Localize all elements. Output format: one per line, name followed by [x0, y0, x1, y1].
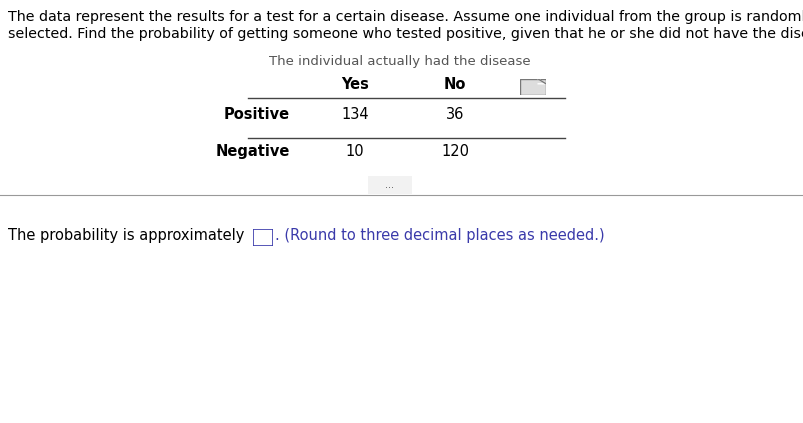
- FancyBboxPatch shape: [520, 79, 545, 95]
- Text: 120: 120: [441, 144, 468, 159]
- Text: Yes: Yes: [340, 77, 369, 92]
- Text: Positive: Positive: [223, 107, 290, 122]
- FancyBboxPatch shape: [253, 229, 273, 246]
- Text: 10: 10: [345, 144, 364, 159]
- Text: . (Round to three decimal places as needed.): . (Round to three decimal places as need…: [275, 228, 604, 243]
- FancyBboxPatch shape: [365, 175, 414, 195]
- Text: selected. Find the probability of getting someone who tested positive, given tha: selected. Find the probability of gettin…: [8, 27, 803, 41]
- Text: The individual actually had the disease: The individual actually had the disease: [269, 55, 530, 68]
- Text: 134: 134: [340, 107, 369, 122]
- Text: ...: ...: [385, 180, 394, 190]
- Text: The probability is approximately: The probability is approximately: [8, 228, 244, 243]
- Text: The data represent the results for a test for a certain disease. Assume one indi: The data represent the results for a tes…: [8, 10, 803, 24]
- Text: No: No: [443, 77, 466, 92]
- Text: Negative: Negative: [215, 144, 290, 159]
- Text: 36: 36: [445, 107, 463, 122]
